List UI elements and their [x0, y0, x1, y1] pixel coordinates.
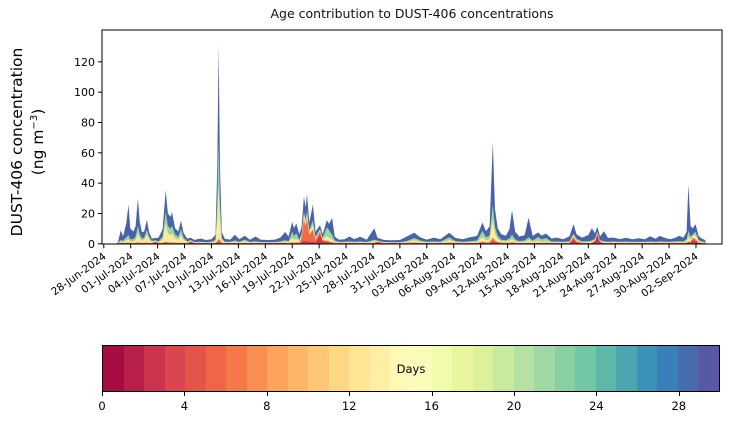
colorbar-tick-label: 0 [98, 399, 106, 413]
y-tick-label: 120 [74, 56, 95, 69]
colorbar-tick [514, 392, 515, 396]
colorbar-tick [678, 392, 680, 396]
colorbar-segment-4 [185, 346, 206, 391]
colorbar-tick [596, 392, 598, 396]
colorbar-tick [266, 392, 268, 396]
colorbar-segment-5 [205, 346, 227, 391]
y-tick-label: 0 [88, 238, 95, 251]
colorbar-segment-24 [595, 346, 617, 391]
colorbar-segment-17 [452, 346, 473, 391]
colorbar-tick [349, 392, 351, 396]
colorbar-segment-22 [554, 346, 576, 391]
colorbar-segment-7 [246, 346, 268, 391]
colorbar-segment-26 [636, 346, 658, 391]
colorbar-segment-11 [328, 346, 350, 391]
colorbar-tick-label: 16 [424, 399, 439, 413]
area-band-age-20-30-days [116, 45, 707, 244]
colorbar-segment-9 [287, 346, 309, 391]
colorbar-segment-18 [472, 346, 494, 391]
colorbar-tick-label: 24 [589, 399, 604, 413]
colorbar-segment-28 [677, 346, 699, 391]
colorbar-segment-25 [616, 346, 637, 391]
colorbar-tick-label: 8 [263, 399, 271, 413]
colorbar-tick-label: 4 [180, 399, 189, 413]
colorbar-segment-15 [410, 346, 432, 391]
colorbar-tick [102, 392, 103, 396]
colorbar-segment-1 [123, 346, 145, 391]
colorbar-segment-16 [431, 346, 453, 391]
colorbar-segment-21 [534, 346, 555, 391]
colorbar-tick [431, 392, 433, 396]
y-tick-label: 20 [81, 207, 95, 220]
colorbar-tick-label: 28 [671, 399, 687, 413]
colorbar-segment-12 [349, 346, 370, 391]
colorbar-segment-19 [493, 346, 514, 391]
colorbar-segment-0 [103, 346, 124, 391]
colorbar-segment-29 [698, 346, 719, 391]
stacked-area-plot: 02040608010012028-Jun-202401-Jul-202404-… [49, 29, 723, 300]
colorbar-segment-8 [267, 346, 288, 391]
colorbar-tick [184, 392, 186, 396]
colorbar-tick-label: 20 [506, 399, 522, 413]
y-tick-label: 60 [81, 147, 95, 160]
colorbar-segment-23 [575, 346, 596, 391]
colorbar: Days [102, 345, 720, 392]
y-tick-label: 80 [81, 116, 95, 129]
colorbar-segment-3 [164, 346, 186, 391]
colorbar-segment-13 [369, 346, 391, 391]
colorbar-segment-20 [513, 346, 535, 391]
colorbar-segment-14 [390, 346, 411, 391]
colorbar-segment-2 [144, 346, 165, 391]
axes-frame [101, 29, 723, 245]
chart-title: Age contribution to DUST-406 concentrati… [270, 6, 554, 21]
colorbar-segment-6 [226, 346, 247, 391]
colorbar-segment-10 [308, 346, 329, 391]
colorbar-segment-27 [657, 346, 678, 391]
y-tick-label: 100 [74, 86, 95, 99]
colorbar-tick-label: 12 [341, 399, 357, 413]
area-band-age-14-20-days [116, 140, 707, 244]
y-tick-label: 40 [81, 177, 95, 190]
